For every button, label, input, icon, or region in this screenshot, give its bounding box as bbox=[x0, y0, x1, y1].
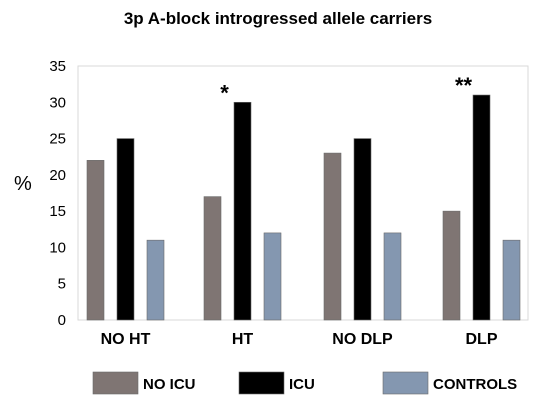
y-tick-label: 10 bbox=[49, 239, 66, 256]
y-axis: 0 5 10 15 20 25 30 35 bbox=[49, 58, 66, 329]
x-tick-label: NO DLP bbox=[332, 331, 393, 348]
bar bbox=[116, 138, 135, 321]
bar bbox=[146, 239, 165, 321]
significance-marker: * bbox=[220, 80, 229, 105]
y-tick-label: 25 bbox=[49, 131, 66, 148]
legend-swatch bbox=[92, 371, 139, 395]
legend-label: NO ICU bbox=[143, 376, 196, 393]
y-tick-label: 35 bbox=[49, 58, 66, 75]
legend-swatch bbox=[238, 371, 285, 395]
bar bbox=[263, 232, 282, 321]
bar bbox=[353, 138, 372, 321]
y-tick-label: 5 bbox=[58, 276, 66, 293]
legend-label: CONTROLS bbox=[433, 376, 517, 393]
bar bbox=[86, 160, 105, 321]
y-tick-label: 0 bbox=[58, 312, 66, 329]
y-tick-label: 20 bbox=[49, 167, 66, 184]
x-axis: NO HT HT NO DLP DLP bbox=[101, 331, 498, 348]
plot-area bbox=[77, 65, 529, 321]
bar bbox=[442, 210, 461, 321]
legend-label: ICU bbox=[289, 376, 315, 393]
chart-title: 3p A-block introgressed allele carriers bbox=[124, 9, 432, 28]
legend-swatch bbox=[382, 371, 429, 395]
bars bbox=[86, 94, 521, 321]
y-tick-label: 15 bbox=[49, 203, 66, 220]
bar bbox=[383, 232, 402, 321]
significance-marker: ** bbox=[455, 73, 473, 98]
y-tick-label: 30 bbox=[49, 94, 66, 111]
x-tick-label: HT bbox=[232, 331, 254, 348]
bar bbox=[472, 94, 491, 321]
bar bbox=[502, 239, 521, 321]
y-axis-label: % bbox=[14, 173, 32, 195]
x-tick-label: DLP bbox=[466, 331, 498, 348]
bar bbox=[323, 152, 342, 321]
x-tick-label: NO HT bbox=[101, 331, 151, 348]
bar bbox=[233, 101, 252, 321]
legend: NO ICU ICU CONTROLS bbox=[92, 371, 517, 395]
bar bbox=[203, 196, 222, 321]
significance-markers: * ** bbox=[220, 73, 472, 105]
